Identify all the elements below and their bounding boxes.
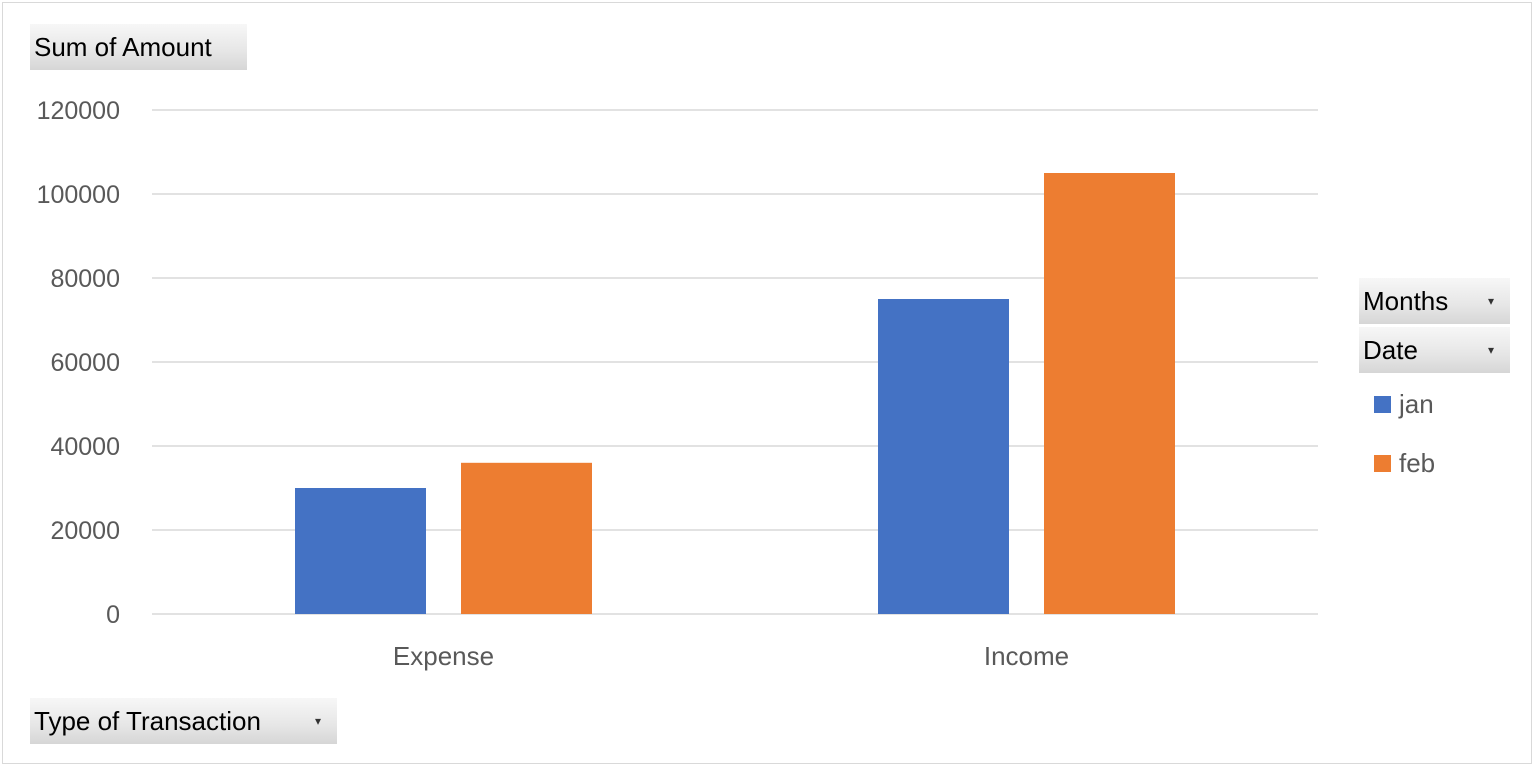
x-category-label: Expense [393, 641, 494, 671]
y-tick-label: 80000 [50, 265, 120, 293]
legend-field-date-button[interactable]: Date ▾ [1359, 327, 1510, 373]
y-tick-label: 40000 [50, 433, 120, 461]
legend: jan feb [1374, 386, 1435, 504]
legend-entry-feb[interactable]: feb [1374, 445, 1435, 481]
axis-field-button[interactable]: Type of Transaction ▾ [30, 698, 337, 744]
x-category-label: Income [984, 641, 1069, 671]
bar-jan-expense[interactable] [295, 488, 426, 614]
y-tick-label: 20000 [50, 517, 120, 545]
bar-feb-income[interactable] [1044, 173, 1175, 614]
dropdown-arrow-icon: ▾ [314, 714, 321, 728]
y-tick-label: 0 [106, 601, 120, 629]
legend-entry-jan[interactable]: jan [1374, 386, 1435, 422]
legend-field-months-label: Months [1363, 286, 1449, 316]
value-field-label: Sum of Amount [34, 32, 212, 62]
value-field-button[interactable]: Sum of Amount [30, 24, 247, 70]
legend-field-date-label: Date [1363, 335, 1418, 365]
axis-field-label: Type of Transaction [34, 706, 261, 736]
bar-jan-income[interactable] [878, 299, 1009, 614]
y-tick-label: 100000 [37, 181, 120, 209]
bar-feb-expense[interactable] [461, 462, 592, 614]
legend-label-feb: feb [1399, 447, 1436, 478]
dropdown-arrow-icon: ▾ [1487, 294, 1494, 308]
legend-label-jan: jan [1399, 388, 1434, 419]
y-tick-label: 60000 [50, 349, 120, 377]
legend-swatch-jan [1374, 395, 1391, 413]
dropdown-arrow-icon: ▾ [1487, 343, 1494, 357]
y-tick-label: 120000 [37, 97, 120, 125]
legend-swatch-feb [1374, 454, 1391, 472]
legend-field-months-button[interactable]: Months ▾ [1359, 278, 1510, 324]
